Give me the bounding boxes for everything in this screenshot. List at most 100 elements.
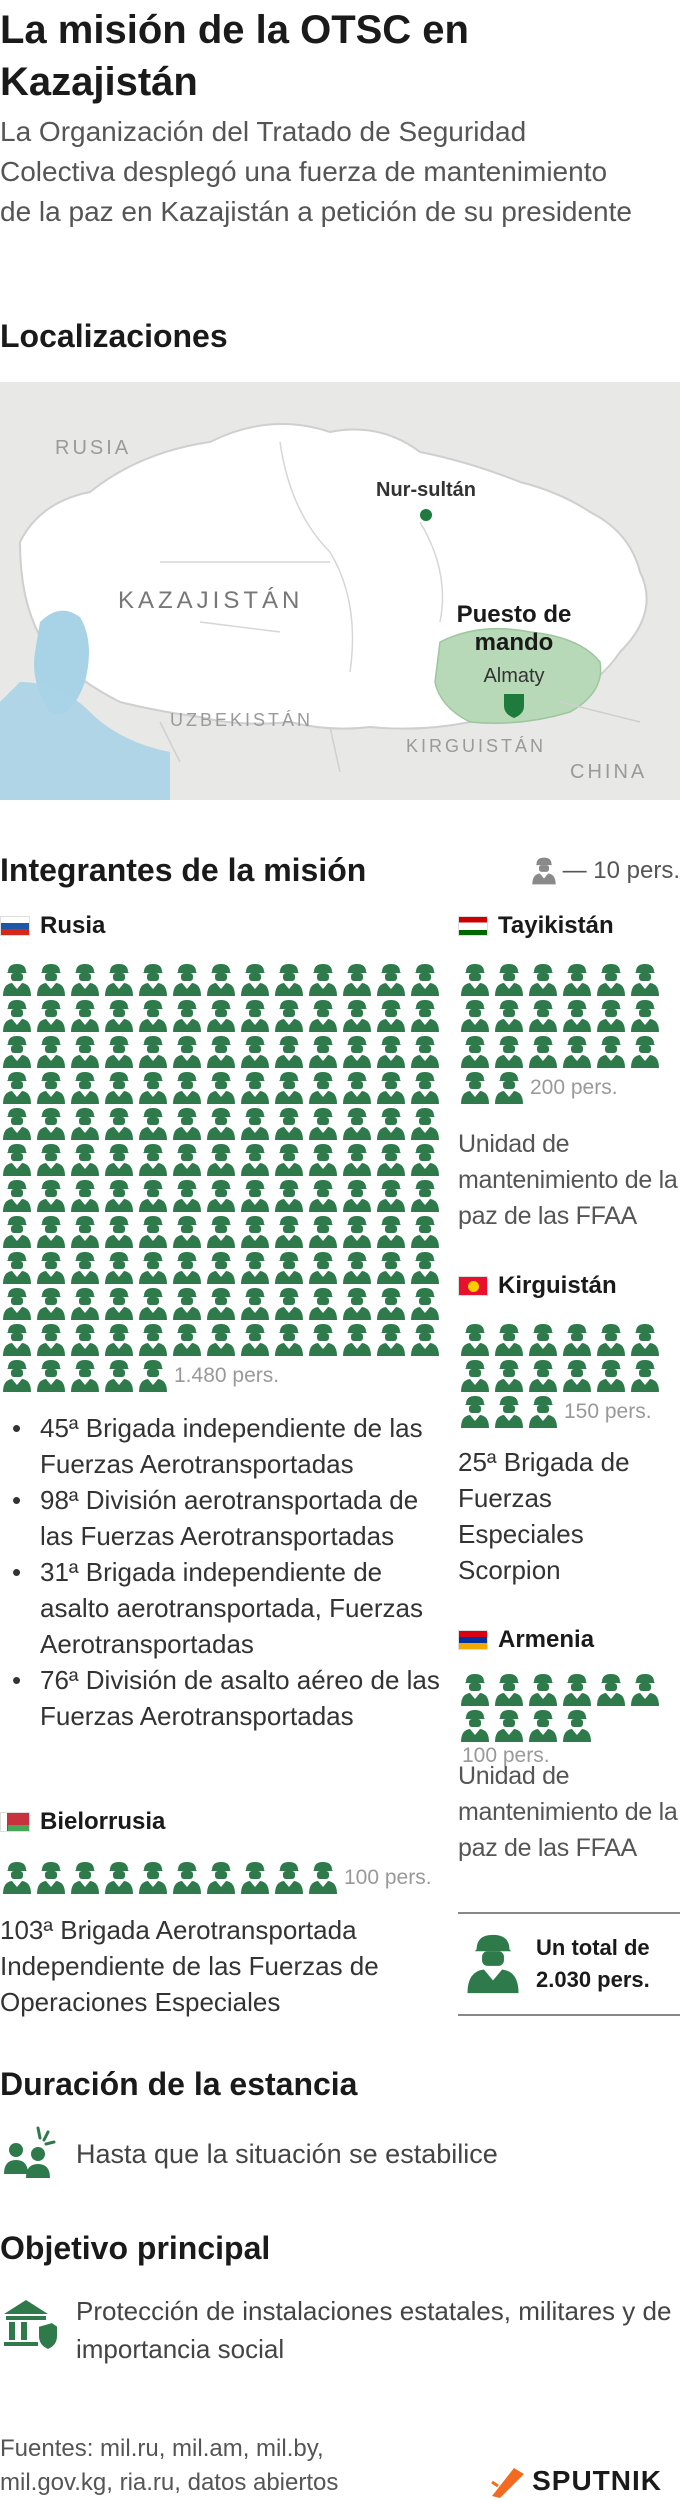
soldier-icon [374, 1178, 408, 1214]
soldier-icon [34, 1322, 68, 1358]
soldier-icon [306, 1070, 340, 1106]
soldier-icon [136, 1358, 170, 1394]
soldier-icon [594, 1034, 628, 1070]
soldier-icon [204, 1286, 238, 1322]
russia-units-list: 45ª Brigada independiente de las Fuerzas… [0, 1410, 440, 1734]
soldier-icon [34, 1214, 68, 1250]
soldier-icon [238, 1106, 272, 1142]
soldier-icon [458, 1034, 492, 1070]
legend-label: — 10 pers. [562, 857, 680, 884]
soldier-icon [628, 1358, 662, 1394]
soldier-icon [102, 1070, 136, 1106]
map-label-command-post-2: mando [475, 629, 554, 656]
logo-text: SPUTNIK [532, 2465, 662, 2496]
soldier-icon [204, 1142, 238, 1178]
soldier-icon [526, 1394, 560, 1430]
soldier-icon [306, 1250, 340, 1286]
soldier-icon [458, 1394, 492, 1430]
soldier-icon [0, 1178, 34, 1214]
country-tajikistan: Tayikistán [458, 912, 614, 940]
soldier-icon [136, 1286, 170, 1322]
soldier-icon [272, 1034, 306, 1070]
soldier-icon [272, 998, 306, 1034]
soldier-icon [0, 1142, 34, 1178]
soldier-icon [628, 962, 662, 998]
soldier-icon [272, 1106, 306, 1142]
soldier-icon [0, 1106, 34, 1142]
country-name: Armenia [498, 1626, 595, 1653]
soldier-icon [0, 1070, 34, 1106]
soldier-icon [204, 1250, 238, 1286]
soldier-icon [68, 1034, 102, 1070]
soldier-icon [102, 1214, 136, 1250]
map-label-uzbekistan: UZBEKISTÁN [170, 710, 313, 730]
country-name: Rusia [40, 912, 106, 939]
soldier-icon [408, 1286, 442, 1322]
map-label-kazakhstan: KAZAJISTÁN [118, 587, 303, 614]
country-russia: Rusia [0, 912, 105, 940]
soldier-icon [374, 1070, 408, 1106]
soldier-icon [102, 1142, 136, 1178]
soldier-icon [306, 1178, 340, 1214]
soldier-icon [0, 1860, 34, 1896]
soldier-icon [170, 1106, 204, 1142]
soldier-icon [102, 1106, 136, 1142]
armenia-soldier-grid: 100 pers. [458, 1672, 680, 1768]
soldier-icon [272, 1214, 306, 1250]
soldier-icon [408, 1034, 442, 1070]
soldier-icon [238, 998, 272, 1034]
soldier-icon [492, 962, 526, 998]
map-label-almaty: Almaty [483, 665, 544, 687]
soldier-icon [560, 1358, 594, 1394]
russia-soldier-grid: 1.480 pers. [0, 962, 442, 1394]
soldier-icon [34, 1178, 68, 1214]
soldier-icon [0, 1250, 34, 1286]
soldier-icon [560, 962, 594, 998]
soldier-icon [136, 1250, 170, 1286]
list-item: 76ª División de asalto aéreo de las Fuer… [0, 1662, 440, 1734]
members-heading: Integrantes de la misión [0, 852, 367, 888]
soldier-icon [102, 1178, 136, 1214]
soldier-icon [136, 1214, 170, 1250]
people-unrest-icon [4, 2126, 56, 2178]
map-label-command-post-1: Puesto de [457, 601, 572, 628]
soldier-icon [68, 1860, 102, 1896]
soldier-icon [34, 1860, 68, 1896]
soldier-icon [170, 1142, 204, 1178]
page-title: La misión de la OTSC en Kazajistán [0, 8, 469, 104]
soldier-icon [340, 1142, 374, 1178]
soldier-icon [0, 962, 34, 998]
soldier-icon [238, 1286, 272, 1322]
tajikistan-soldier-grid: 200 pers. [458, 962, 680, 1106]
soldier-icon [492, 1322, 526, 1358]
soldier-icon [408, 1142, 442, 1178]
duration-heading: Duración de la estancia [0, 2066, 358, 2102]
soldier-icon [408, 998, 442, 1034]
building-shield-icon [4, 2300, 59, 2352]
soldier-icon [136, 1322, 170, 1358]
soldier-icon [529, 856, 559, 886]
soldier-icon [628, 998, 662, 1034]
flag-russia-icon [0, 916, 30, 936]
soldier-icon [34, 1070, 68, 1106]
soldier-icon [68, 1286, 102, 1322]
list-item: 98ª División aerotransportada de las Fue… [0, 1482, 440, 1554]
soldier-large-icon [462, 1929, 524, 1999]
soldier-icon [170, 1322, 204, 1358]
soldier-icon [68, 1106, 102, 1142]
soldier-icon [102, 962, 136, 998]
legend: — 10 pers. [529, 856, 680, 886]
soldier-icon [102, 998, 136, 1034]
objective-heading: Objetivo principal [0, 2230, 271, 2266]
soldier-icon [628, 1034, 662, 1070]
soldier-icon [170, 998, 204, 1034]
soldier-icon [306, 1106, 340, 1142]
list-item: 45ª Brigada independiente de las Fuerzas… [0, 1410, 440, 1482]
soldier-icon [560, 1672, 594, 1708]
soldier-icon [458, 1358, 492, 1394]
total-label: Un total de [536, 1935, 650, 1960]
soldier-icon [408, 1214, 442, 1250]
soldier-icon [102, 1860, 136, 1896]
soldier-icon [374, 1214, 408, 1250]
sputnik-logo[interactable]: SPUTNIK [490, 2464, 662, 2498]
